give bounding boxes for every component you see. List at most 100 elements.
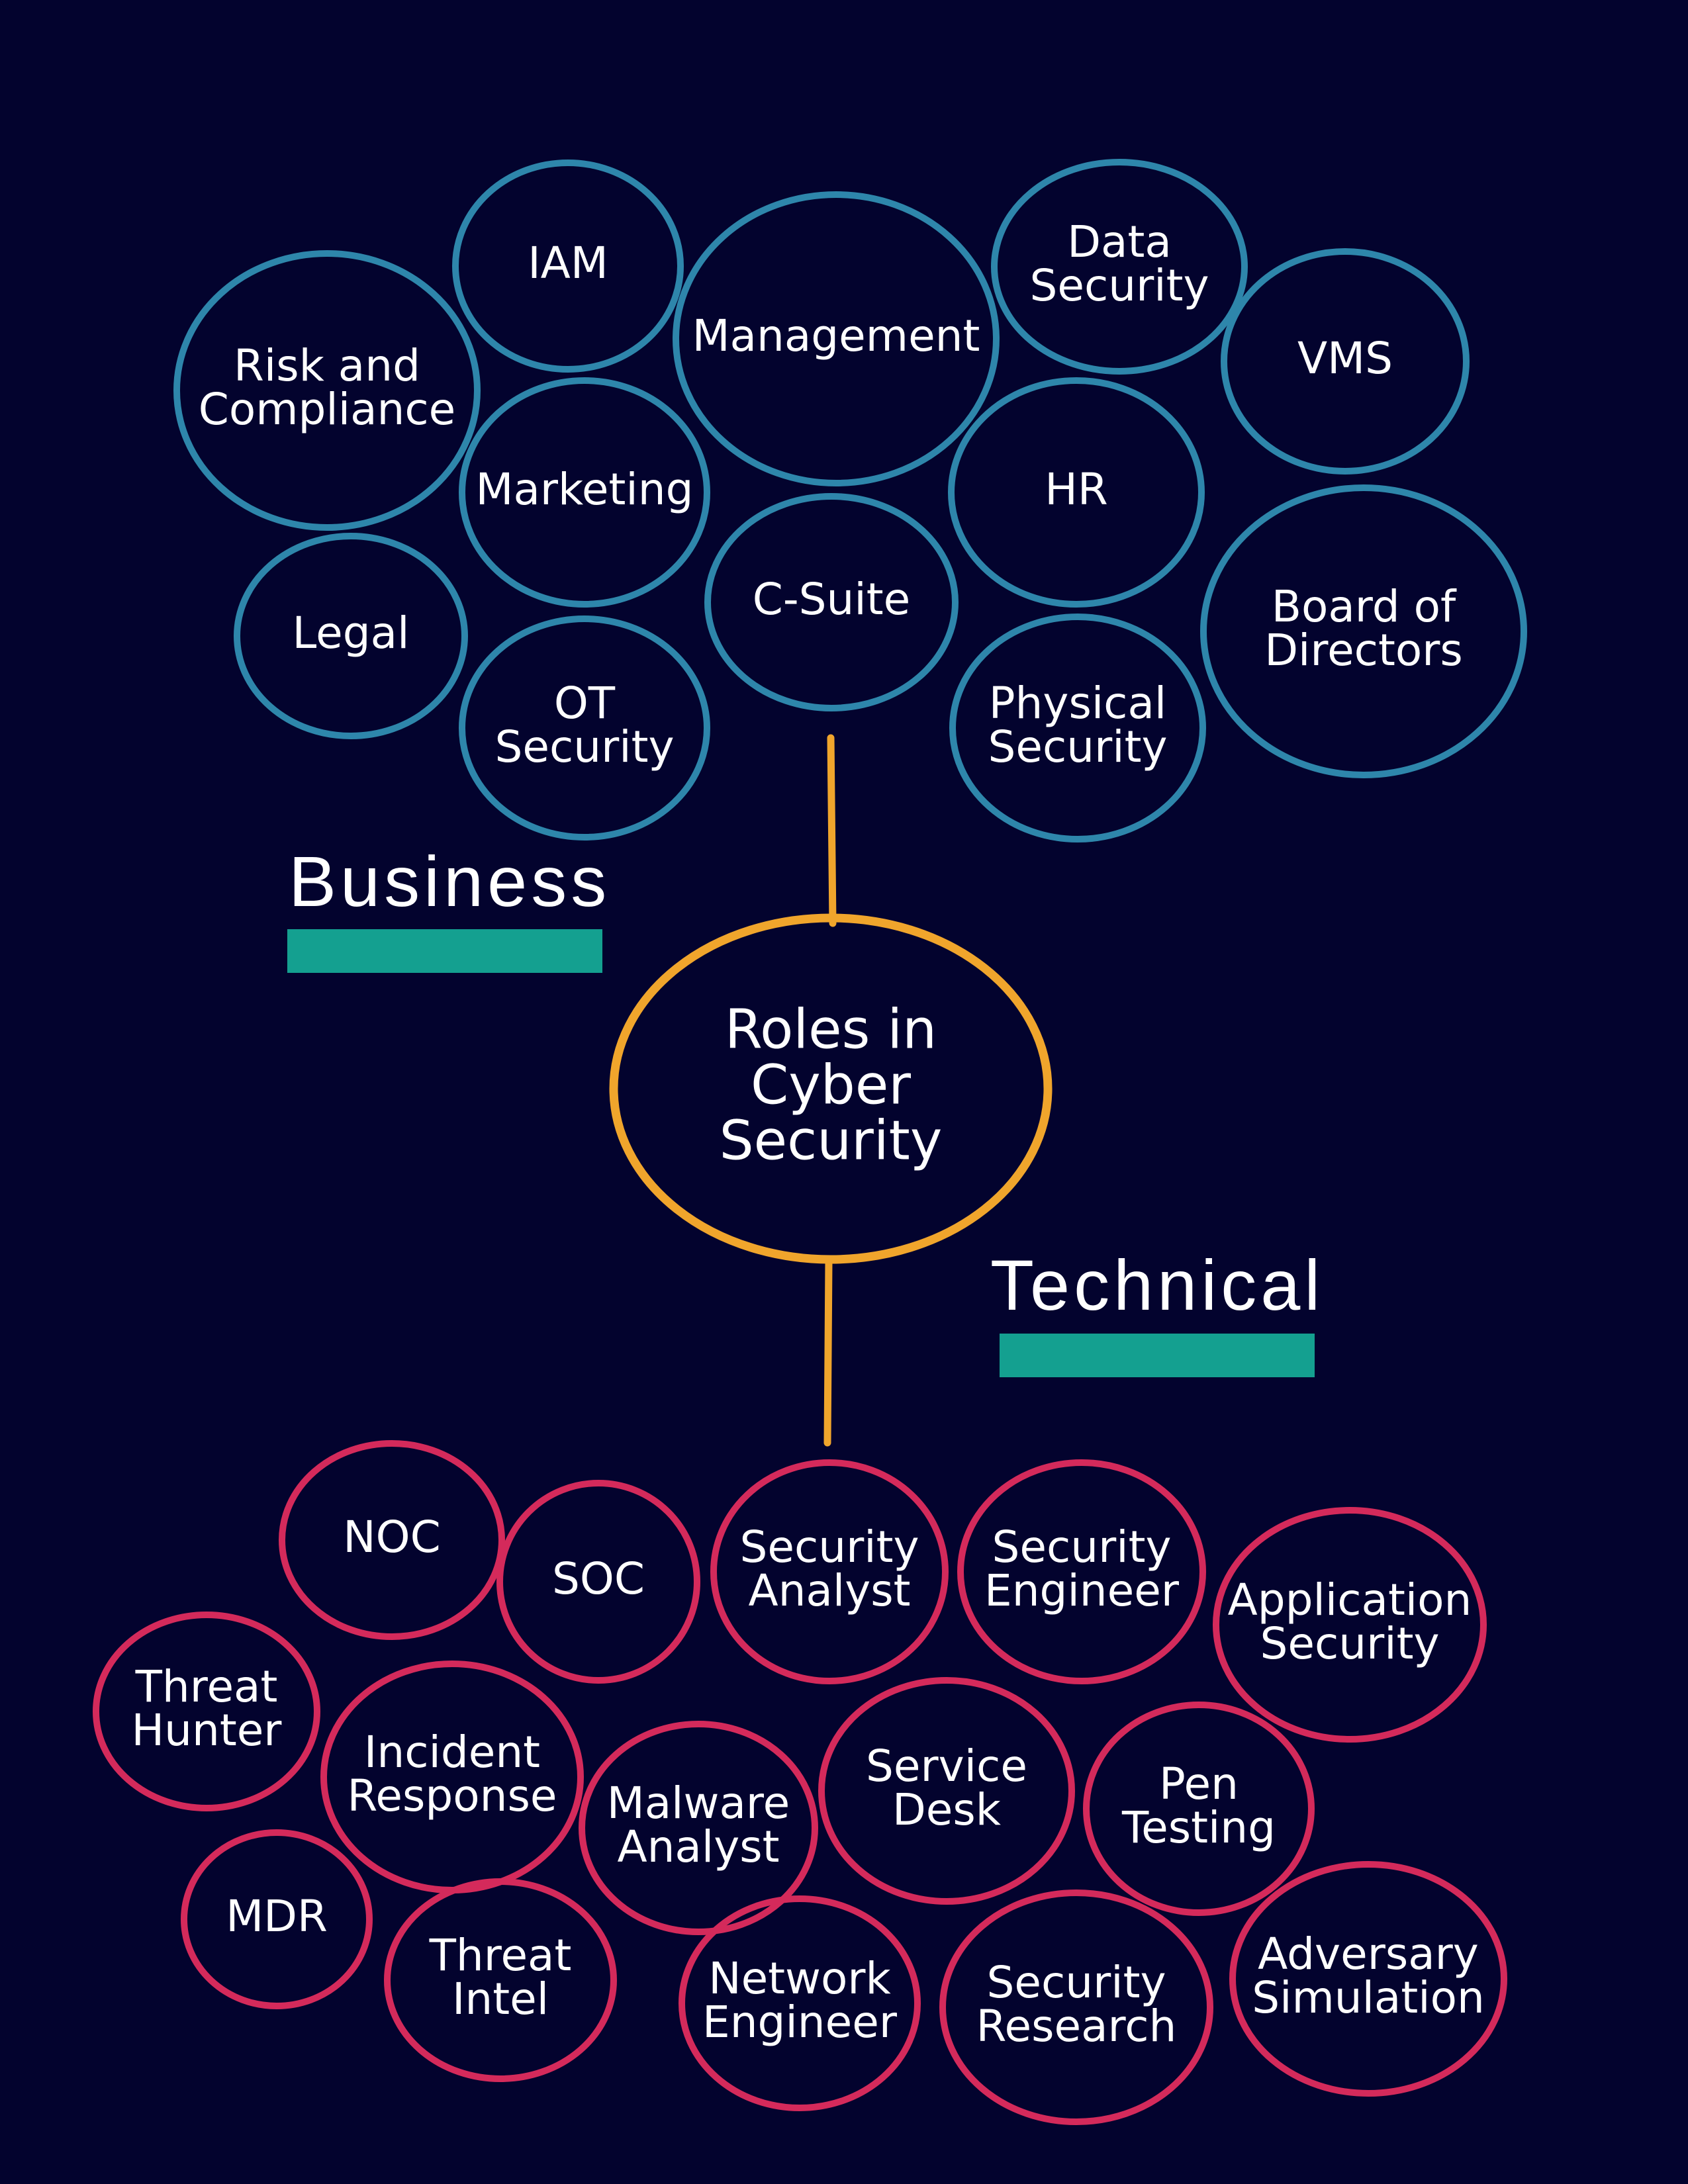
business-node-iam: IAM [452,159,684,373]
business-node-vms-ring [1221,248,1470,475]
business-node-c-suite-ring [704,493,959,711]
technical-node-soc-ring [496,1480,700,1684]
business-node-hr-label: HR [1045,464,1108,515]
business-node-iam-ring [452,159,684,373]
technical-section-bar [1000,1334,1315,1377]
technical-node-mdr-label: MDR [226,1891,328,1942]
technical-node-service-desk-label: Service [866,1741,1027,1792]
center-node-label: Security [720,1109,943,1172]
business-node-marketing: Marketing [459,377,710,608]
technical-node-network-engineer-label: Engineer [702,1997,898,2048]
technical-node-threat-intel-label: Threat [429,1930,572,1981]
technical-node-threat-intel-ring [384,1878,617,2082]
technical-node-security-engineer-label: Engineer [984,1565,1180,1616]
technical-node-network-engineer-ring [679,1895,921,2111]
technical-node-security-analyst-ring [710,1459,949,1684]
technical-node-malware-analyst-label: Analyst [617,1821,779,1872]
connector-line-technical [823,1257,833,1447]
technical-node-incident-response-label: Response [348,1770,557,1821]
connector-line-business [827,734,837,927]
business-node-risk-and-compliance-label: Risk and [234,340,420,391]
business-node-board-of-directors-label: Directors [1264,625,1463,676]
business-node-hr-ring [948,377,1205,608]
technical-node-mdr: MDR [181,1829,373,2009]
business-node-c-suite-label: C-Suite [753,574,910,625]
business-node-hr: HR [948,377,1205,608]
business-node-risk-and-compliance-ring [173,250,481,531]
technical-node-incident-response-label: Incident [364,1727,540,1778]
technical-node-pen-testing-label: Testing [1121,1802,1276,1853]
technical-node-threat-hunter-label: Threat [135,1661,278,1712]
technical-node-threat-hunter-label: Hunter [132,1705,283,1756]
technical-node-threat-intel-label: Intel [452,1974,549,2025]
business-node-ot-security-ring [459,615,710,841]
technical-node-adversary-simulation-label: Adversary [1258,1929,1479,1979]
business-node-data-security-label: Security [1029,260,1209,311]
business-section-title: Business [289,841,611,921]
technical-node-security-research-ring [939,1889,1213,2125]
technical-node-malware-analyst-ring [579,1721,818,1935]
business-node-data-security-label: Data [1067,216,1172,267]
business-node-management: Management [673,191,1000,486]
technical-node-malware-analyst-label: Malware [607,1778,790,1829]
technical-node-soc-label: SOC [552,1553,645,1604]
business-node-management-label: Management [692,310,980,361]
business-node-legal: Legal [234,533,468,739]
business-node-data-security-ring [991,159,1248,375]
business-node-marketing-label: Marketing [476,464,694,515]
business-node-marketing-ring [459,377,710,608]
business-node-vms-label: VMS [1297,333,1393,384]
business-node-iam-label: IAM [528,238,608,289]
technical-node-adversary-simulation-label: Simulation [1252,1972,1485,2023]
technical-node-mdr-ring [181,1829,373,2009]
technical-node-service-desk-ring [818,1677,1075,1905]
technical-node-security-research-label: Security [986,1957,1166,2008]
technical-section-title: Technical [990,1245,1325,1325]
business-node-c-suite: C-Suite [704,493,959,711]
technical-node-security-analyst-label: Security [739,1522,919,1572]
technical-node-noc: NOC [279,1440,505,1640]
business-node-management-ring [673,191,1000,486]
technical-node-adversary-simulation-ring [1229,1861,1507,2097]
technical-node-application-security-label: Security [1260,1618,1439,1669]
business-node-legal-label: Legal [293,608,410,659]
technical-node-service-desk-label: Desk [892,1784,1002,1835]
technical-node-pen-testing-ring [1083,1702,1315,1916]
technical-node-security-engineer-label: Security [992,1522,1171,1572]
technical-node-security-research-label: Research [976,2001,1177,2052]
center-node-label: Cyber [751,1054,911,1116]
business-node-physical-security-label: Physical [989,678,1166,729]
business-section-bar [287,929,602,973]
technical-node-pen-testing-label: Pen [1159,1758,1239,1809]
technical-node-noc-label: NOC [343,1512,440,1563]
center-node-ring [609,913,1053,1264]
center-node-label: Roles in [725,998,937,1061]
technical-node-soc: SOC [496,1480,700,1684]
business-node-risk-and-compliance-label: Compliance [199,384,456,435]
business-node-board-of-directors-ring [1200,484,1527,778]
business-node-ot-security-label: OT [554,678,616,729]
business-node-physical-security-label: Security [988,721,1167,772]
technical-node-threat-hunter-ring [93,1612,320,1811]
technical-node-application-security-ring [1213,1507,1487,1743]
technical-node-security-analyst-label: Analyst [748,1565,910,1616]
business-node-vms: VMS [1221,248,1470,475]
technical-node-noc-ring [279,1440,505,1640]
